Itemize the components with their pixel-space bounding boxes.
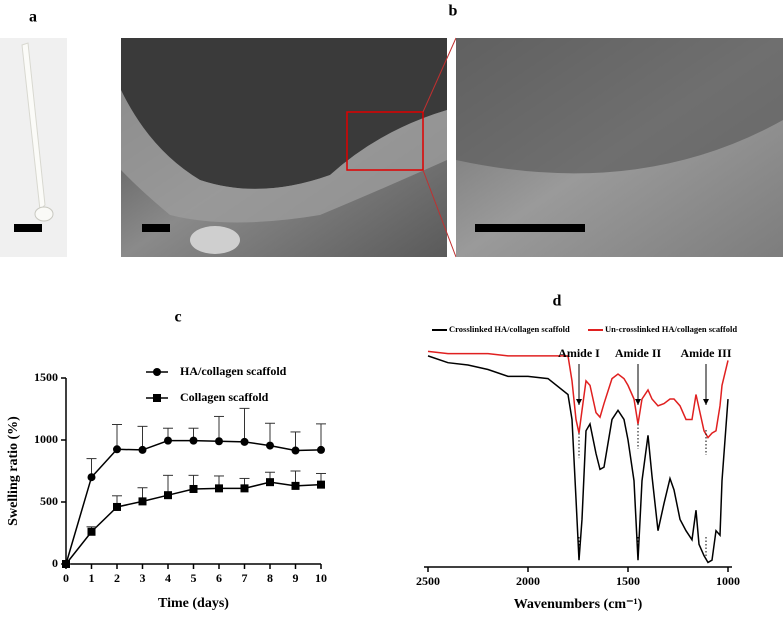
data-point <box>113 445 121 454</box>
panel-label: b <box>449 3 458 20</box>
panel-label: d <box>553 293 562 310</box>
legend-label: HA/collagen scaffold <box>180 364 287 378</box>
panel-label: c <box>174 309 181 326</box>
series-line <box>65 439 322 565</box>
x-tick-label: 2000 <box>516 574 540 588</box>
x-tick-label: 3 <box>140 571 146 585</box>
data-point <box>62 560 70 568</box>
series-line <box>65 481 322 565</box>
legend-label: Un-crosslinked HA/collagen scaffold <box>605 324 737 334</box>
data-point <box>317 480 325 489</box>
data-point <box>138 445 147 454</box>
data-point <box>113 502 121 511</box>
data-point <box>266 441 274 450</box>
panel-label: a <box>29 9 37 26</box>
data-point <box>291 481 300 490</box>
x-tick-label: 2500 <box>416 574 440 588</box>
legend-marker <box>153 368 161 376</box>
data-point <box>87 473 96 482</box>
spectrum-line <box>427 350 729 439</box>
data-point <box>189 484 198 493</box>
y-tick-label: 1000 <box>34 432 58 446</box>
sem-image-right <box>456 38 783 257</box>
x-tick-label: 4 <box>165 571 171 585</box>
arrow-head <box>703 399 709 405</box>
arrow-head <box>635 399 641 405</box>
y-tick-label: 0 <box>52 556 58 570</box>
x-tick-label: 1 <box>89 571 95 585</box>
data-point <box>215 437 223 446</box>
y-tick-label: 500 <box>40 494 58 508</box>
x-tick-label: 10 <box>315 571 327 585</box>
annotation: Amide I <box>558 346 600 360</box>
data-point <box>291 446 300 455</box>
x-axis-label: Wavenumbers (cm⁻¹) <box>514 597 643 612</box>
x-tick-label: 2 <box>114 571 120 585</box>
data-point <box>240 437 249 446</box>
data-point <box>215 484 223 493</box>
data-point <box>189 436 198 445</box>
legend-marker <box>153 394 161 402</box>
x-tick-label: 0 <box>63 571 69 585</box>
x-tick-label: 9 <box>293 571 299 585</box>
x-tick-label: 1500 <box>616 574 640 588</box>
sem-image-left <box>121 37 457 258</box>
arrow-head <box>576 399 582 405</box>
x-axis-label: Time (days) <box>158 596 229 611</box>
annotation: Amide III <box>680 346 731 360</box>
data-point <box>138 497 147 506</box>
data-point <box>240 484 249 493</box>
annotation: Amide II <box>615 346 662 360</box>
legend-label: Crosslinked HA/collagen scaffold <box>449 324 570 334</box>
data-point <box>164 491 172 500</box>
y-axis-label: Swelling ratio (%) <box>6 416 21 526</box>
x-tick-label: 7 <box>242 571 248 585</box>
data-point <box>87 527 96 536</box>
x-tick-label: 8 <box>267 571 273 585</box>
spectrum-line <box>427 355 729 564</box>
data-point <box>164 436 172 445</box>
photo-a <box>0 38 67 257</box>
y-tick-label: 1500 <box>34 370 58 384</box>
x-tick-label: 5 <box>191 571 197 585</box>
x-tick-label: 6 <box>216 571 222 585</box>
data-point <box>317 445 325 454</box>
x-tick-label: 1000 <box>716 574 740 588</box>
legend-label: Collagen scaffold <box>180 390 269 404</box>
data-point <box>266 478 274 487</box>
